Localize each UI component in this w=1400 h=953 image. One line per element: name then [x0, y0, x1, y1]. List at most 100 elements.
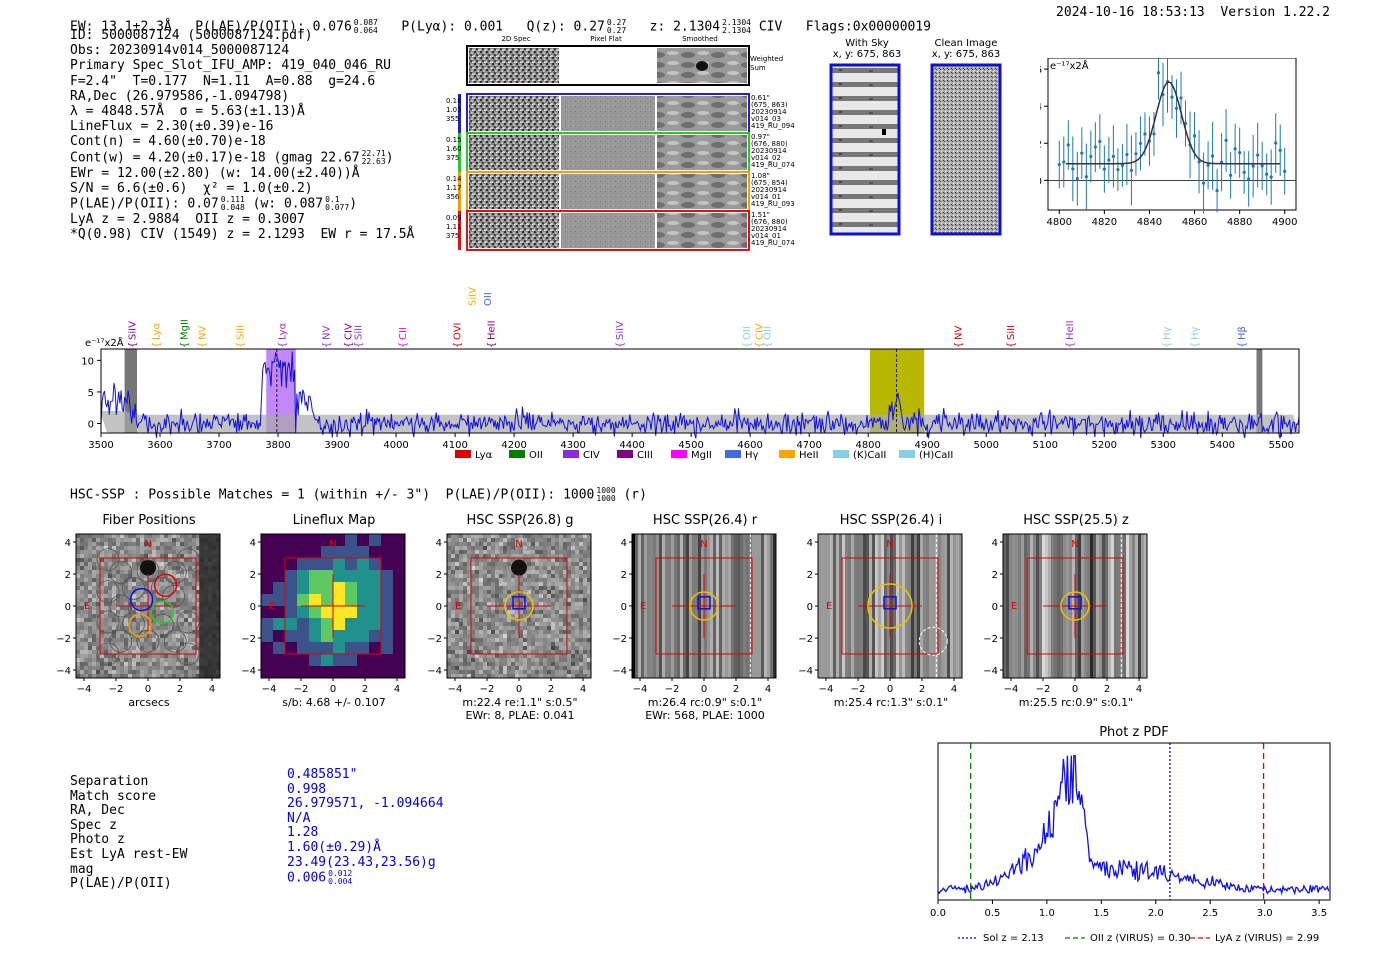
cutout-pixel: [136, 582, 141, 587]
cutout-pixel: [499, 550, 504, 555]
fiber-circle: [109, 629, 133, 653]
fiber-row-smoothed: [657, 135, 747, 170]
cutout-neighbor-circle: [496, 548, 542, 594]
cutout-pixel: [551, 606, 556, 611]
cutout-pixel: [463, 654, 468, 659]
cutout-pixel: [583, 578, 588, 583]
cutout-pixel: [475, 622, 480, 627]
cutout-y-tick-label: −2: [56, 634, 71, 645]
cutout-pixel: [539, 566, 544, 571]
cutout-pixel: [132, 586, 137, 591]
cutout-pixel: [587, 534, 592, 539]
fiber-row-color-bar: [458, 133, 461, 172]
cutout-pixel: [92, 610, 97, 615]
cutout-pixel: [88, 626, 93, 631]
fiber-row-left-value: 0.15: [446, 136, 462, 144]
lineflux-pixel: [285, 582, 297, 594]
cutout-pixel: [567, 674, 572, 679]
cutout-pixel: [455, 590, 460, 595]
zoom-x-tick-label: 4820: [1092, 217, 1117, 228]
cutout-pixel: [80, 658, 85, 663]
cutout-pixel: [559, 578, 564, 583]
cutout-pixel: [156, 642, 161, 647]
cutout-pixel: [479, 662, 484, 667]
cutout-pixel: [463, 594, 468, 599]
cutout-pixel: [551, 662, 556, 667]
cutout-pixel: [571, 654, 576, 659]
cutout-pixel: [136, 594, 141, 599]
cutout-pixel: [455, 638, 460, 643]
cutout-pixel: [459, 634, 464, 639]
cutout-pixel: [96, 610, 101, 615]
cutout-pixel: [507, 550, 512, 555]
cutout-pixel: [140, 622, 145, 627]
cutout-pixel: [535, 650, 540, 655]
match-values: 0.485851" 0.998 26.979571, -1.094664 N/A…: [287, 767, 444, 886]
cutout-pixel: [180, 578, 185, 583]
cutout-pixel: [120, 578, 125, 583]
cutout-pixel: [499, 574, 504, 579]
cutout-pixel: [571, 558, 576, 563]
cutout-pixel: [447, 534, 452, 539]
spec-line-label-bracket: {: [398, 342, 409, 348]
cutout-pixel: [192, 622, 197, 627]
fiber-row-right-value: (675, 863): [751, 101, 788, 109]
cutout-pixel: [555, 670, 560, 675]
cutout-pixel: [96, 586, 101, 591]
cutout-pixel: [176, 610, 181, 615]
cutout-pixel: [459, 638, 464, 643]
cutout-pixel: [88, 550, 93, 555]
cutout-pixel: [563, 630, 568, 635]
cutout-pixel: [116, 566, 121, 571]
cutout-pixel: [583, 622, 588, 627]
zoom-x-tick-label: 4860: [1182, 217, 1207, 228]
cutout-column: [665, 534, 669, 678]
cutout-pixel: [583, 614, 588, 619]
cutout-pixel: [455, 570, 460, 575]
cutout-pixel: [144, 554, 149, 559]
cutout-pixel: [531, 654, 536, 659]
cutout-pixel: [156, 562, 161, 567]
cutout-pixel: [527, 646, 532, 651]
cutout-pixel: [547, 534, 552, 539]
cutout-pixel: [531, 582, 536, 587]
cutout-pixel: [547, 538, 552, 543]
fiber-row-right-value: 1.51": [751, 211, 770, 219]
cutout-pixel: [112, 594, 117, 599]
cutout-pixel: [164, 554, 169, 559]
cutout-pixel: [531, 634, 536, 639]
cutout-pixel: [499, 670, 504, 675]
cutout-pixel: [136, 650, 141, 655]
cutout-pixel: [567, 570, 572, 575]
cutout-pixel: [487, 642, 492, 647]
cutout-column: [1039, 534, 1043, 678]
cutout-pixel: [539, 578, 544, 583]
cutout-pixel: [104, 598, 109, 603]
cutout-pixel: [575, 646, 580, 651]
cutout-pixel: [124, 674, 129, 679]
cutout-pixel: [76, 594, 81, 599]
cutout-pixel: [463, 614, 468, 619]
lineflux-pixel: [357, 570, 369, 582]
cutout-pixel: [136, 538, 141, 543]
cutout-pixel: [164, 570, 169, 575]
cutout-pixel: [92, 566, 97, 571]
cutout-pixel: [575, 626, 580, 631]
cutout-pixel: [144, 598, 149, 603]
cutout-pixel: [136, 550, 141, 555]
cutout-pixel: [100, 630, 105, 635]
cutout-pixel: [539, 634, 544, 639]
cutout-pixel: [180, 546, 185, 551]
cutout-pixel: [168, 566, 173, 571]
cutout-pixel: [168, 570, 173, 575]
cutout-pixel: [80, 570, 85, 575]
cutout-pixel: [160, 578, 165, 583]
cutout-pixel: [555, 558, 560, 563]
cutout-pixel: [571, 642, 576, 647]
cutout-pixel: [152, 638, 157, 643]
cutout-pixel: [84, 646, 89, 651]
lineflux-pixel: [321, 534, 333, 546]
cutout-pixel: [571, 614, 576, 619]
cutout-pixel: [587, 638, 592, 643]
cutout-pixel: [575, 578, 580, 583]
